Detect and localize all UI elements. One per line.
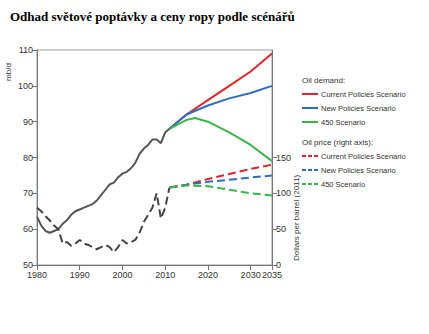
svg-text:110: 110 <box>19 45 33 55</box>
svg-text:mb/d: mb/d <box>4 63 13 81</box>
svg-text:Dollars per barrel (2011): Dollars per barrel (2011) <box>292 175 301 261</box>
svg-text:100: 100 <box>276 188 291 198</box>
svg-text:2010: 2010 <box>155 270 175 280</box>
svg-text:Oil price (right axis):: Oil price (right axis): <box>302 138 373 147</box>
svg-text:50: 50 <box>276 224 286 234</box>
svg-text:2035: 2035 <box>262 270 282 280</box>
svg-text:0: 0 <box>276 260 281 270</box>
svg-text:150: 150 <box>276 153 291 163</box>
svg-text:1990: 1990 <box>70 270 90 280</box>
svg-text:2020: 2020 <box>198 270 218 280</box>
svg-text:80: 80 <box>23 153 33 163</box>
svg-text:450 Scenario: 450 Scenario <box>321 118 365 127</box>
svg-text:Current Policies Scenario: Current Policies Scenario <box>321 152 406 161</box>
svg-text:450 Scenario: 450 Scenario <box>321 180 365 189</box>
svg-text:2000: 2000 <box>112 270 132 280</box>
svg-text:New Policies Scenario: New Policies Scenario <box>321 104 396 113</box>
svg-text:60: 60 <box>23 224 33 234</box>
svg-text:70: 70 <box>23 188 33 198</box>
svg-text:50: 50 <box>23 260 33 270</box>
svg-text:Odhad světové poptávky a ceny: Odhad světové poptávky a ceny ropy podle… <box>10 9 295 24</box>
svg-text:Current Policies Scenario: Current Policies Scenario <box>321 90 406 99</box>
svg-text:1980: 1980 <box>27 270 47 280</box>
svg-text:Oil demand:: Oil demand: <box>302 76 345 85</box>
svg-text:New Policies Scenario: New Policies Scenario <box>321 166 396 175</box>
svg-text:2030: 2030 <box>241 270 261 280</box>
svg-text:100: 100 <box>18 81 33 91</box>
svg-text:90: 90 <box>23 117 33 127</box>
